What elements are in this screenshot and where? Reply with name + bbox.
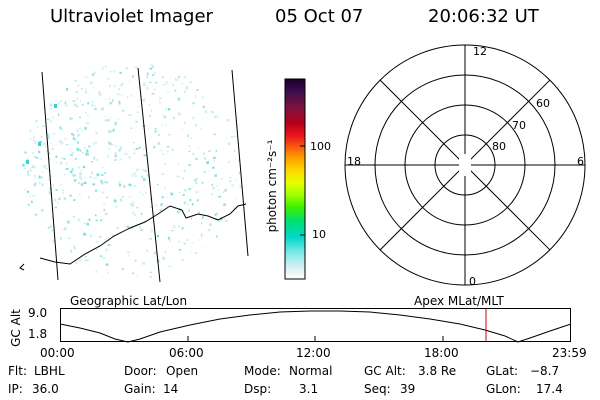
apex-coords-label: Apex MLat/MLT (414, 294, 504, 308)
time-tick-0600: 06:00 (169, 346, 204, 360)
status-mode-label: Mode: (244, 364, 281, 378)
header-time: 20:06:32 UT (428, 6, 539, 27)
polar-lat-70: 70 (512, 119, 526, 132)
colorbar-tick-100: 100 (310, 140, 331, 153)
altitude-axis-label: GC Alt (9, 309, 23, 347)
emission-speckle (22, 64, 242, 278)
polar-hour-6: 6 (577, 155, 584, 168)
time-tick-0000: 00:00 (40, 346, 75, 360)
polar-lat-60: 60 (536, 97, 550, 110)
status-gcalt-label: GC Alt: (364, 364, 406, 378)
time-tick-1800: 18:00 (424, 346, 459, 360)
status-gain-label: Gain: (124, 382, 156, 396)
status-mode-value: Normal (289, 364, 333, 378)
status-seq-value: 39 (400, 382, 416, 396)
status-glon-label: GLon: (486, 382, 521, 396)
status-ip-label: IP: (8, 382, 23, 396)
header-date: 05 Oct 07 (275, 6, 364, 27)
altitude-tick-min: 1.8 (28, 327, 48, 341)
status-seq-label: Seq: (364, 382, 391, 396)
coastline (19, 263, 25, 271)
polar-lat-80: 80 (492, 140, 506, 153)
colorbar-tick-10: 10 (312, 228, 326, 241)
polar-hour-12: 12 (473, 45, 487, 58)
polar-hour-18: 18 (347, 155, 361, 168)
status-flt-label: Flt: (8, 364, 27, 378)
coastline (39, 203, 247, 265)
status-gain-value: 14 (163, 382, 179, 396)
polar-hour-0: 0 (469, 275, 476, 288)
status-ip-value: 36.0 (32, 382, 59, 396)
meridian-line (231, 69, 249, 257)
status-door-label: Door: (124, 364, 157, 378)
status-door-value: Open (166, 364, 199, 378)
orbit-altitude-strip (59, 308, 572, 343)
status-dsp-value: 3.1 (299, 382, 319, 396)
status-dsp-label: Dsp: (244, 382, 272, 396)
meridian-line (137, 67, 161, 283)
altitude-curve (59, 310, 572, 343)
time-tick-1200: 12:00 (296, 346, 331, 360)
colorbar-label: photon cm⁻²s⁻¹ (265, 139, 279, 233)
time-tick-2359: 23:59 (552, 346, 587, 360)
status-gcalt-value: 3.8 Re (418, 364, 457, 378)
polar-plot (344, 44, 586, 286)
meridian-line (41, 71, 59, 281)
instrument-title: Ultraviolet Imager (50, 6, 213, 27)
geographic-coords-label: Geographic Lat/Lon (70, 294, 188, 308)
colorbar (284, 78, 306, 280)
status-glat-label: GLat: (486, 364, 519, 378)
status-flt-value: LBHL (34, 364, 65, 378)
geographic-image-panel (19, 64, 249, 283)
status-glon-value: 17.4 (536, 382, 563, 396)
altitude-tick-max: 9.0 (28, 306, 48, 320)
status-glat-value: −8.7 (530, 364, 560, 378)
